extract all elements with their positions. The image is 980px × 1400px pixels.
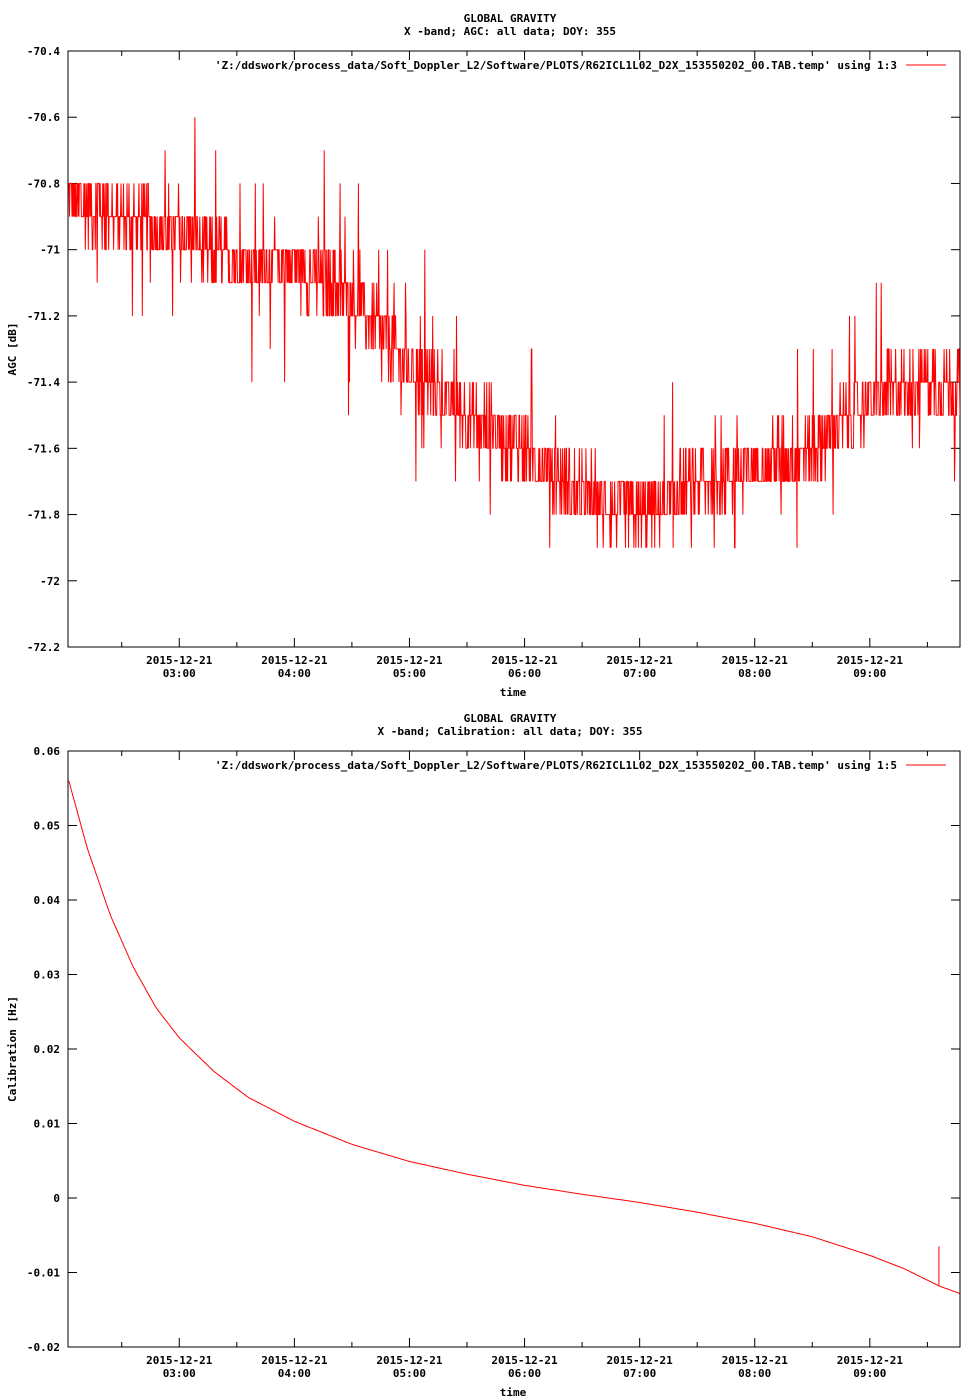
plot-frame <box>67 750 961 1348</box>
y-tick-label: 0.01 <box>34 1118 61 1131</box>
legend-label: 'Z:/ddswork/process_data/Soft_Doppler_L2… <box>215 59 897 72</box>
x-tick-label-date: 2015-12-21 <box>722 1354 789 1367</box>
x-axis-label: time <box>500 686 527 699</box>
x-tick-label-date: 2015-12-21 <box>376 654 443 667</box>
y-tick-label: 0.05 <box>34 820 61 833</box>
x-tick-label-time: 05:00 <box>393 1367 426 1380</box>
x-tick-label-time: 08:00 <box>738 1367 771 1380</box>
x-tick-label-date: 2015-12-21 <box>837 654 904 667</box>
y-tick-label: 0.06 <box>34 745 61 758</box>
y-tick-label: -71.4 <box>27 376 60 389</box>
y-tick-label: 0.03 <box>34 969 61 982</box>
y-tick-label: -72 <box>40 575 60 588</box>
y-tick-label: 0 <box>53 1192 60 1205</box>
x-tick-label-time: 05:00 <box>393 667 426 680</box>
x-tick-label-date: 2015-12-21 <box>607 1354 674 1367</box>
x-tick-label-time: 03:00 <box>163 667 196 680</box>
y-tick-label: -72.2 <box>27 641 60 654</box>
y-tick-label: -70.8 <box>27 177 60 190</box>
x-tick-label-time: 07:00 <box>623 667 656 680</box>
plot-frame <box>67 50 961 648</box>
y-tick-label: -71.8 <box>27 509 60 522</box>
x-tick-label-time: 06:00 <box>508 1367 541 1380</box>
y-axis-label: Calibration [Hz] <box>6 996 19 1102</box>
calibration-series-line <box>68 780 960 1294</box>
legend-label: 'Z:/ddswork/process_data/Soft_Doppler_L2… <box>215 759 897 772</box>
y-tick-label: 0.04 <box>34 894 61 907</box>
chart-subtitle: X -band; AGC: all data; DOY: 355 <box>404 25 616 38</box>
x-tick-label-date: 2015-12-21 <box>607 654 674 667</box>
agc-series-line <box>68 117 960 549</box>
x-tick-label-date: 2015-12-21 <box>261 654 328 667</box>
x-tick-label-date: 2015-12-21 <box>722 654 789 667</box>
y-tick-label: -0.01 <box>27 1267 60 1280</box>
y-tick-label: 0.02 <box>34 1043 61 1056</box>
x-tick-label-date: 2015-12-21 <box>146 654 213 667</box>
x-tick-label-date: 2015-12-21 <box>837 1354 904 1367</box>
x-tick-label-time: 04:00 <box>278 667 311 680</box>
y-tick-label: -71.6 <box>27 442 60 455</box>
x-tick-label-date: 2015-12-21 <box>261 1354 328 1367</box>
x-tick-label-time: 03:00 <box>163 1367 196 1380</box>
x-tick-label-time: 08:00 <box>738 667 771 680</box>
y-tick-label: -71 <box>40 244 60 257</box>
x-tick-label-time: 09:00 <box>853 667 886 680</box>
y-tick-label: -0.02 <box>27 1341 60 1354</box>
x-tick-label-date: 2015-12-21 <box>491 654 558 667</box>
x-tick-label-time: 09:00 <box>853 1367 886 1380</box>
x-tick-label-time: 07:00 <box>623 1367 656 1380</box>
chart-title: GLOBAL GRAVITY <box>464 12 557 25</box>
x-tick-label-time: 04:00 <box>278 1367 311 1380</box>
y-tick-label: -70.4 <box>27 45 60 58</box>
chart-title: GLOBAL GRAVITY <box>464 712 557 725</box>
y-axis-label: AGC [dB] <box>6 323 19 376</box>
chart-subtitle: X -band; Calibration: all data; DOY: 355 <box>378 725 643 738</box>
x-tick-label-date: 2015-12-21 <box>491 1354 558 1367</box>
x-axis-label: time <box>500 1386 527 1399</box>
x-tick-label-date: 2015-12-21 <box>376 1354 443 1367</box>
y-tick-label: -70.6 <box>27 111 60 124</box>
y-tick-label: -71.2 <box>27 310 60 323</box>
x-tick-label-time: 06:00 <box>508 667 541 680</box>
x-tick-label-date: 2015-12-21 <box>146 1354 213 1367</box>
